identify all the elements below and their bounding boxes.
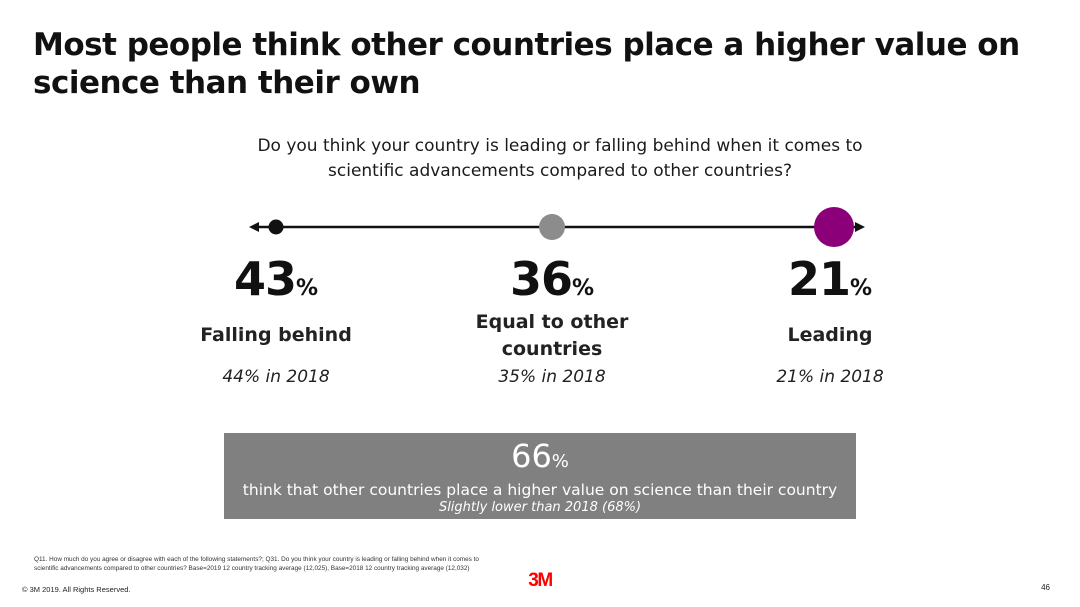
summary-box: 66% think that other countries place a h… [224,433,856,519]
scale-chart [249,207,865,247]
page-number: 46 [1041,583,1050,592]
leading-2018: 21% in 2018 [776,367,884,387]
marker-equal [539,214,565,240]
leading-percent: 21% [787,252,873,306]
falling-behind-percent: 43% [233,252,319,306]
scale-left-arrow-icon [249,222,259,232]
summary-percent: 66% [511,437,569,475]
footnote: Q11. How much do you agree or disagree w… [34,556,479,572]
survey-question: Do you think your country is leading or … [257,136,863,181]
copyright: © 3M 2019. All Rights Reserved. [22,585,131,594]
summary-text: think that other countries place a highe… [242,481,838,499]
marker-leading [814,207,854,247]
scale-right-arrow-icon [855,222,865,232]
equal-2018: 35% in 2018 [498,367,606,387]
3m-logo: 3M [528,570,553,591]
equal-label: Equal to other countries [475,311,629,360]
falling-behind-2018: 44% in 2018 [222,367,330,387]
page-title: Most people think other countries place … [33,27,1020,101]
summary-note: Slightly lower than 2018 (68%) [438,500,642,515]
leading-label: Leading [787,324,873,346]
marker-falling-behind [268,219,284,235]
falling-behind-label: Falling behind [200,324,352,346]
equal-percent: 36% [509,252,595,306]
